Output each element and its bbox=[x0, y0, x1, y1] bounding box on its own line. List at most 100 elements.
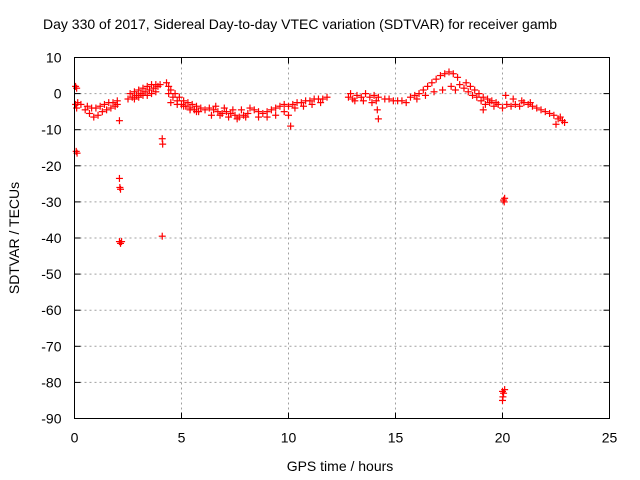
data-point bbox=[214, 108, 222, 116]
data-point bbox=[372, 97, 380, 105]
x-tick-label: 0 bbox=[71, 430, 79, 446]
data-point bbox=[479, 93, 487, 101]
data-point bbox=[90, 113, 98, 121]
data-point bbox=[460, 84, 468, 92]
data-point bbox=[94, 111, 102, 119]
data-point bbox=[533, 104, 541, 112]
data-point bbox=[432, 75, 440, 83]
data-point bbox=[347, 90, 355, 98]
data-point bbox=[175, 93, 183, 101]
data-point bbox=[456, 81, 464, 89]
data-point bbox=[366, 93, 374, 101]
data-point bbox=[430, 88, 438, 96]
data-point bbox=[500, 196, 508, 204]
data-point bbox=[319, 95, 327, 103]
data-point bbox=[72, 147, 80, 155]
data-point bbox=[447, 82, 455, 90]
data-point bbox=[308, 100, 316, 108]
y-tick-label: -20 bbox=[41, 158, 61, 174]
axis-ticks: 0 5 10 15 20 25 10 0 -10 -20 -30 -40 -50 -60 -70 -80 -90 bbox=[41, 50, 617, 446]
data-point bbox=[285, 111, 292, 119]
y-tick-label: -70 bbox=[41, 338, 61, 354]
data-point bbox=[107, 104, 115, 112]
data-point bbox=[359, 97, 367, 105]
data-point bbox=[526, 99, 534, 107]
data-point bbox=[406, 93, 414, 101]
data-point bbox=[272, 111, 280, 119]
data-point bbox=[280, 108, 288, 116]
data-point bbox=[152, 81, 160, 89]
data-point bbox=[231, 111, 239, 119]
data-point bbox=[537, 106, 545, 114]
data-point bbox=[481, 100, 489, 108]
data-point bbox=[272, 104, 280, 112]
data-point bbox=[148, 90, 156, 98]
data-point bbox=[280, 100, 288, 108]
data-point bbox=[454, 73, 462, 81]
data-point bbox=[201, 106, 209, 114]
data-point bbox=[244, 109, 252, 117]
data-point bbox=[475, 90, 483, 98]
data-point bbox=[323, 93, 331, 101]
x-tick-label: 25 bbox=[602, 430, 618, 446]
data-point bbox=[402, 99, 410, 107]
data-point bbox=[451, 86, 459, 94]
data-point bbox=[216, 111, 224, 119]
data-point bbox=[267, 106, 275, 114]
data-point bbox=[368, 99, 376, 107]
data-point bbox=[552, 120, 560, 128]
data-point bbox=[445, 68, 453, 76]
data-point bbox=[159, 140, 167, 148]
data-point bbox=[207, 111, 215, 119]
data-point bbox=[297, 99, 305, 107]
data-point bbox=[353, 91, 361, 99]
data-point bbox=[135, 86, 143, 94]
data-point bbox=[499, 396, 506, 404]
data-point bbox=[373, 106, 381, 114]
data-point bbox=[541, 108, 549, 116]
data-point bbox=[126, 90, 134, 98]
data-point bbox=[499, 104, 506, 112]
data-point bbox=[242, 113, 250, 121]
data-point bbox=[503, 100, 511, 108]
y-tick-label: -80 bbox=[41, 374, 61, 390]
data-point bbox=[100, 100, 108, 108]
data-point bbox=[81, 106, 89, 114]
data-point bbox=[225, 113, 233, 121]
data-point bbox=[83, 102, 91, 110]
data-point bbox=[291, 104, 299, 112]
data-point bbox=[130, 95, 138, 103]
data-point bbox=[229, 106, 237, 114]
data-point bbox=[186, 106, 194, 114]
data-point bbox=[135, 93, 143, 101]
data-point bbox=[469, 91, 477, 99]
data-point bbox=[464, 88, 472, 96]
x-tick-label: 10 bbox=[281, 430, 297, 446]
data-point bbox=[152, 88, 160, 96]
data-point bbox=[421, 91, 429, 99]
data-point bbox=[165, 82, 173, 90]
y-tick-label: -60 bbox=[41, 302, 61, 318]
data-point bbox=[197, 104, 205, 112]
data-point bbox=[477, 97, 485, 105]
data-point bbox=[509, 95, 517, 103]
data-point bbox=[370, 91, 378, 99]
data-point bbox=[158, 232, 166, 240]
data-point bbox=[188, 100, 196, 108]
data-point bbox=[441, 70, 449, 78]
data-point bbox=[167, 99, 175, 107]
data-point bbox=[484, 95, 492, 103]
data-point bbox=[479, 106, 487, 114]
data-point bbox=[424, 82, 432, 90]
data-point bbox=[150, 84, 158, 92]
data-point bbox=[419, 86, 427, 94]
data-point bbox=[511, 100, 519, 108]
data-point bbox=[98, 108, 106, 116]
data-point bbox=[115, 117, 123, 125]
data-point bbox=[222, 108, 230, 116]
x-axis-label: GPS time / hours bbox=[287, 458, 394, 474]
data-point bbox=[145, 86, 153, 94]
data-point bbox=[276, 102, 284, 110]
data-point bbox=[471, 86, 479, 94]
